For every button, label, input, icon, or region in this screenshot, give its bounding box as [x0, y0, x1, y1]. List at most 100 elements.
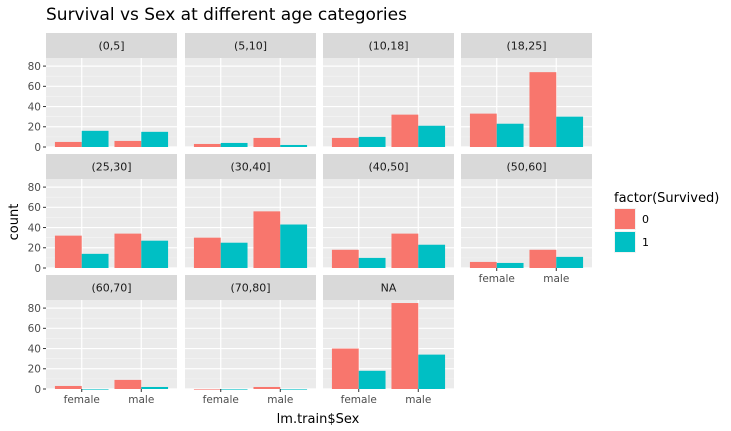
y-tick-label: 0 [34, 142, 41, 154]
bar-male-survived-1 [141, 240, 169, 268]
chart-title: Survival vs Sex at different age categor… [46, 5, 407, 25]
y-tick-label: 20 [28, 243, 41, 255]
bar-female-survived-0 [54, 235, 82, 268]
bar-female-survived-0 [54, 385, 82, 389]
facet-panel: (5,10] [185, 33, 316, 148]
legend-title: factor(Survived) [614, 191, 719, 206]
facet-strip-label: (40,50] [368, 161, 408, 174]
bar-female-survived-1 [81, 130, 109, 147]
facet-panels: (0,5] 0 20 40 60 80 (5,10] (10,18] (18,25] (25,30… [28, 33, 592, 406]
facet-strip-label: (50,60] [506, 161, 546, 174]
bar-male-survived-1 [556, 256, 584, 268]
y-tick-label: 60 [28, 202, 41, 214]
bar-male-survived-0 [391, 233, 419, 268]
facet-strip-label: (10,18] [368, 40, 408, 53]
x-axis-title: lm.train$Sex [277, 412, 360, 427]
bar-male-survived-0 [114, 233, 142, 268]
y-tick-label: 80 [28, 61, 41, 73]
bar-male-survived-0 [529, 72, 557, 147]
bar-male-survived-0 [114, 140, 142, 147]
x-tick-label: female [64, 394, 100, 406]
legend-label: 0 [642, 213, 649, 226]
bar-female-survived-0 [331, 137, 359, 147]
facet-strip [461, 154, 592, 179]
bar-female-survived-1 [220, 142, 248, 147]
bar-female-survived-0 [193, 389, 221, 390]
y-tick-label: 60 [28, 323, 41, 335]
facet-panel: (25,30] 0 20 40 60 80 [28, 154, 177, 275]
panel-background [46, 300, 177, 389]
legend-key-0 [615, 209, 635, 229]
facet-panel: (40,50] [323, 154, 454, 269]
y-tick-label: 20 [28, 122, 41, 134]
facet-panel: (70,80] female male [185, 275, 316, 406]
facet-strip [461, 33, 592, 58]
bar-female-survived-0 [331, 348, 359, 389]
facet-strip-label: (18,25] [506, 40, 546, 53]
bar-female-survived-1 [220, 389, 248, 390]
y-axis-title: count [7, 204, 22, 241]
facet-strip [185, 154, 316, 179]
panel-background [461, 179, 592, 268]
y-tick-label: 40 [28, 101, 41, 113]
bar-male-survived-1 [418, 244, 446, 268]
bar-male-survived-0 [391, 303, 419, 389]
bar-male-survived-0 [253, 211, 281, 268]
facet-strip [323, 154, 454, 179]
facet-panel: NA female male [323, 275, 454, 406]
bar-female-survived-0 [469, 261, 497, 268]
y-tick-label: 40 [28, 222, 41, 234]
bar-male-survived-1 [280, 224, 308, 268]
bar-female-survived-0 [193, 143, 221, 147]
y-tick-label: 40 [28, 343, 41, 355]
bar-male-survived-0 [253, 137, 281, 147]
facet-panel: (18,25] [461, 33, 592, 148]
bar-female-survived-1 [496, 123, 524, 147]
facet-strip [185, 33, 316, 58]
bar-male-survived-1 [141, 386, 169, 389]
x-tick-label: male [267, 394, 293, 406]
bar-female-survived-1 [220, 242, 248, 268]
y-tick-label: 20 [28, 364, 41, 376]
facet-strip [323, 33, 454, 58]
bar-female-survived-0 [469, 113, 497, 147]
x-tick-label: male [543, 273, 569, 285]
bar-female-survived-1 [358, 257, 386, 268]
facet-panel: (30,40] [185, 154, 316, 269]
facet-strip-label: NA [381, 282, 397, 295]
facet-strip-label: (0,5] [98, 40, 124, 53]
bar-male-survived-1 [418, 125, 446, 147]
x-tick-label: female [479, 273, 515, 285]
facet-panel: (50,60] female male [461, 154, 592, 285]
facet-strip-label: (25,30] [91, 161, 131, 174]
x-tick-label: male [405, 394, 431, 406]
y-tick-label: 60 [28, 81, 41, 93]
facet-strip [46, 33, 177, 58]
bar-male-survived-1 [556, 116, 584, 147]
bar-female-survived-1 [81, 253, 109, 268]
x-tick-label: male [128, 394, 154, 406]
facet-strip [185, 275, 316, 300]
bar-male-survived-1 [280, 144, 308, 147]
y-tick-label: 80 [28, 303, 41, 315]
legend: factor(Survived) 0 1 [614, 191, 719, 253]
bar-female-survived-0 [193, 237, 221, 268]
x-tick-label: female [203, 394, 239, 406]
facet-strip [323, 275, 454, 300]
bar-female-survived-1 [358, 370, 386, 389]
y-tick-label: 80 [28, 182, 41, 194]
facet-panel: (0,5] 0 20 40 60 80 [28, 33, 177, 154]
bar-female-survived-1 [81, 389, 109, 390]
x-tick-label: female [341, 394, 377, 406]
facet-panel: (60,70] 0 20 40 60 80 female male [28, 275, 177, 406]
facet-strip-label: (30,40] [230, 161, 270, 174]
facet-strip-label: (5,10] [234, 40, 267, 53]
y-tick-label: 0 [34, 263, 41, 275]
bar-male-survived-1 [141, 131, 169, 147]
bar-male-survived-1 [280, 389, 308, 390]
legend-label: 1 [642, 236, 649, 249]
facet-strip-label: (70,80] [230, 282, 270, 295]
bar-male-survived-0 [114, 379, 142, 389]
bar-male-survived-0 [253, 386, 281, 389]
